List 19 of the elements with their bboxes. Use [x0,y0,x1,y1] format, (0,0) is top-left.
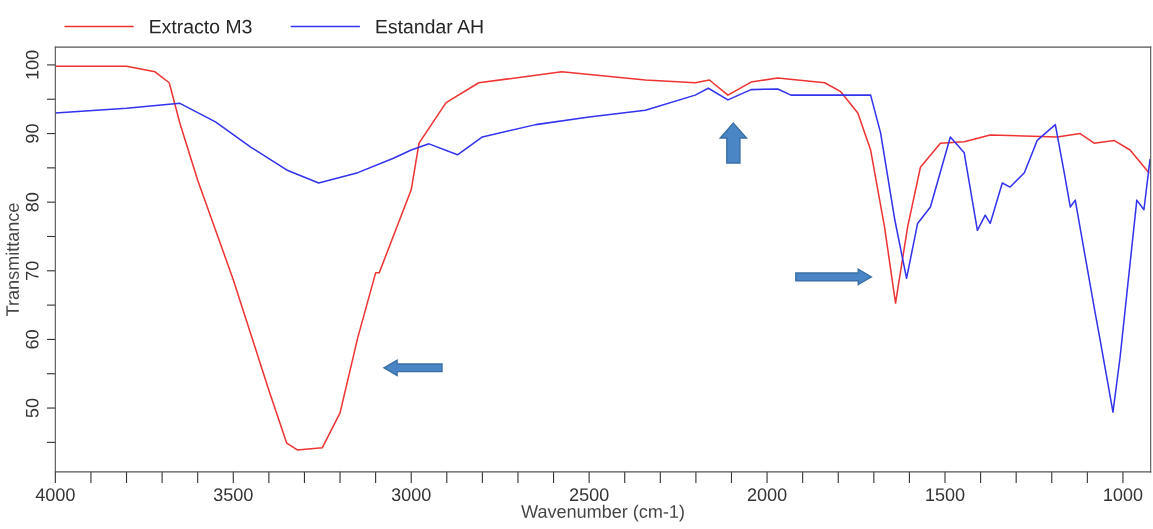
legend-label: Extracto M3 [150,19,252,34]
y-tick-label: 50 [25,398,39,418]
y-tick-label: 90 [25,124,39,143]
y-tick-label: 70 [25,261,39,280]
x-tick-label: 3000 [391,488,431,502]
legend-label: Estandar AH [376,19,483,34]
x-tick-label: 2500 [569,488,609,502]
x-axis-title: Wavenumber (cm-1) [521,504,684,522]
line-series [55,87,1151,413]
x-tick-label: 4000 [35,488,75,502]
y-axis-title: Transmittance [5,203,19,316]
y-tick-label: 100 [25,50,39,79]
x-tick-label: 1500 [926,488,965,502]
x-tick-label: 2000 [747,488,787,502]
x-tick-label: 3500 [213,488,253,502]
y-tick-label: 60 [25,330,39,349]
x-tick-label: 1000 [1104,488,1143,502]
line-series [55,65,1150,451]
y-tick-label: 80 [25,192,39,212]
